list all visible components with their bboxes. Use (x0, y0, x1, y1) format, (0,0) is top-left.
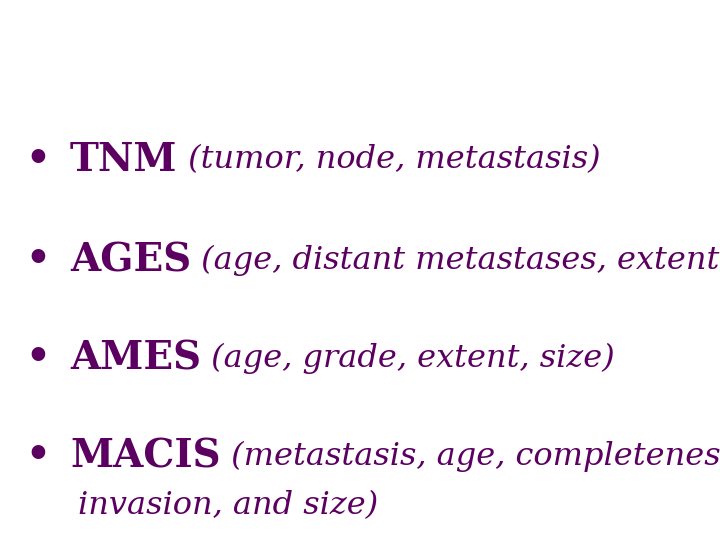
Text: MACIS: MACIS (70, 437, 220, 475)
Text: Diferansiye Tiroid Kanseri:  Prognoz: Diferansiye Tiroid Kanseri: Prognoz (16, 26, 720, 69)
Text: •: • (26, 241, 50, 279)
Text: (age, grade, extent, size): (age, grade, extent, size) (201, 342, 615, 374)
Text: •: • (26, 437, 50, 475)
Text: (metastasis, age, completeness of resection,: (metastasis, age, completeness of resect… (220, 441, 720, 471)
Text: •: • (26, 339, 50, 377)
Text: invasion, and size): invasion, and size) (78, 490, 378, 522)
Text: TNM: TNM (70, 141, 178, 179)
Text: (tumor, node, metastasis): (tumor, node, metastasis) (178, 145, 600, 176)
Text: (age, distant metastases, extent, size): (age, distant metastases, extent, size) (192, 245, 720, 275)
Text: AMES: AMES (70, 339, 201, 377)
Text: •: • (26, 141, 50, 179)
Text: AGES: AGES (70, 241, 192, 279)
